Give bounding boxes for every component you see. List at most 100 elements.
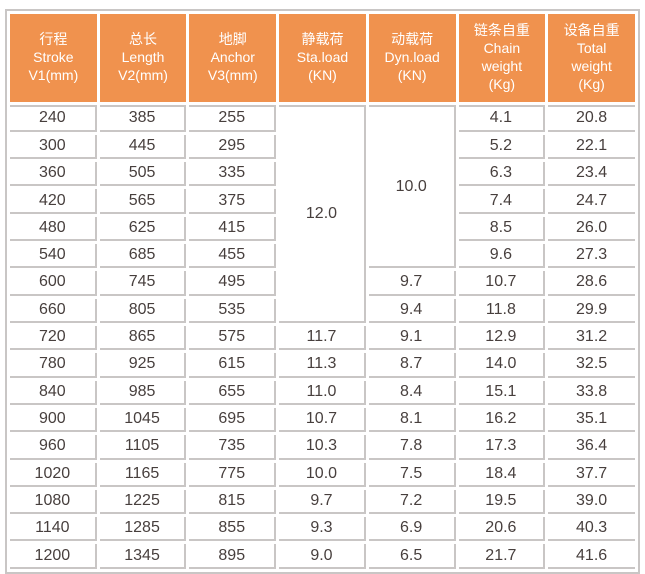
cell-total-weight: 24.7 — [548, 189, 635, 214]
cell-chain-weight: 21.7 — [458, 544, 546, 569]
header-label-line: 设备自重 — [563, 22, 620, 39]
header-label-line: 总长 — [129, 31, 158, 48]
cell-stroke: 720 — [10, 325, 97, 351]
cell-dyn-load: 9.4 — [368, 298, 456, 323]
cell-length: 805 — [99, 298, 187, 323]
cell-length: 505 — [99, 162, 187, 187]
header-label-line: V1(mm) — [28, 66, 79, 83]
cell-length: 1285 — [99, 517, 187, 542]
cell-dyn-load: 8.7 — [368, 353, 456, 378]
header-label-line: Sta.load — [296, 49, 349, 66]
column-header-sta-load: 静载荷 Sta.load (KN) — [279, 14, 366, 102]
table-row: 1080 1225 815 9.7 7.2 19.5 39.0 — [10, 489, 635, 515]
cell-sta-load: 9.7 — [279, 489, 366, 515]
cell-total-weight: 39.0 — [548, 489, 635, 515]
cell-stroke: 300 — [10, 134, 97, 160]
cell-sta-load: 11.3 — [279, 353, 366, 378]
table-row: 240 385 255 12.0 10.0 4.1 20.8 — [10, 105, 635, 323]
cell-anchor: 895 — [189, 544, 277, 569]
cell-length: 745 — [99, 271, 187, 296]
cell-anchor: 455 — [189, 244, 277, 269]
cell-total-weight: 35.1 — [548, 407, 635, 433]
cell-anchor: 535 — [189, 298, 277, 323]
cell-chain-weight: 19.5 — [458, 489, 546, 515]
table-row: 420 565 375 7.4 24.7 — [10, 189, 635, 214]
cell-anchor: 575 — [189, 325, 277, 351]
table-header: 行程 Stroke V1(mm) 总长 Length V2(mm) 地脚 Anchor V3(m… — [10, 14, 635, 102]
cell-total-weight: 29.9 — [548, 298, 635, 323]
cell-chain-weight: 4.1 — [458, 105, 546, 132]
table-body: 240 385 255 12.0 10.0 4.1 20.8 300 445 295 5.2 22.1… — [10, 105, 635, 569]
column-header-total-weight: 设备自重 Total weight (Kg) — [548, 14, 635, 102]
table-row: 780 925 615 11.3 8.7 14.0 32.5 — [10, 353, 635, 378]
cell-total-weight: 23.4 — [548, 162, 635, 187]
cell-total-weight: 41.6 — [548, 544, 635, 569]
cell-length: 865 — [99, 325, 187, 351]
cell-dyn-load: 7.8 — [368, 435, 456, 460]
cell-length: 985 — [99, 380, 187, 405]
header-label-line: Dyn.load — [384, 49, 440, 66]
cell-chain-weight: 10.7 — [458, 271, 546, 296]
cell-dyn-load: 6.5 — [368, 544, 456, 569]
table-row: 480 625 415 8.5 26.0 — [10, 216, 635, 241]
cell-dyn-load: 7.5 — [368, 462, 456, 487]
header-label-line: 静载荷 — [301, 31, 344, 48]
cell-anchor: 855 — [189, 517, 277, 542]
cell-stroke: 1200 — [10, 544, 97, 569]
cell-dyn-load: 9.7 — [368, 271, 456, 296]
header-label-line: Length — [121, 49, 165, 66]
header-label-line: Anchor — [210, 49, 255, 66]
column-header-length: 总长 Length V2(mm) — [99, 14, 187, 102]
cell-total-weight: 31.2 — [548, 325, 635, 351]
table-row: 900 1045 695 10.7 8.1 16.2 35.1 — [10, 407, 635, 433]
cell-chain-weight: 6.3 — [458, 162, 546, 187]
table-row: 600 745 495 9.7 10.7 28.6 — [10, 271, 635, 296]
cell-length: 1165 — [99, 462, 187, 487]
cell-dyn-load: 10.0 — [368, 105, 456, 269]
cell-chain-weight: 12.9 — [458, 325, 546, 351]
cell-dyn-load: 7.2 — [368, 489, 456, 515]
cell-sta-load: 9.3 — [279, 517, 366, 542]
cell-stroke: 600 — [10, 271, 97, 296]
table-row: 840 985 655 11.0 8.4 15.1 33.8 — [10, 380, 635, 405]
cell-dyn-load: 9.1 — [368, 325, 456, 351]
cell-dyn-load: 6.9 — [368, 517, 456, 542]
cell-sta-load: 10.3 — [279, 435, 366, 460]
cell-total-weight: 20.8 — [548, 105, 635, 132]
header-label-line: (KN) — [308, 66, 337, 83]
cell-total-weight: 22.1 — [548, 134, 635, 160]
header-label-line: weight — [481, 58, 523, 74]
cell-length: 565 — [99, 189, 187, 214]
cell-anchor: 735 — [189, 435, 277, 460]
cell-length: 1345 — [99, 544, 187, 569]
header-label-line: Stroke — [33, 49, 74, 66]
table-row: 720 865 575 11.7 9.1 12.9 31.2 — [10, 325, 635, 351]
cell-sta-load: 10.0 — [279, 462, 366, 487]
cell-total-weight: 33.8 — [548, 380, 635, 405]
header-row: 行程 Stroke V1(mm) 总长 Length V2(mm) 地脚 Anchor V3(m… — [10, 14, 635, 102]
header-label-line: 动载荷 — [391, 31, 434, 48]
cell-stroke: 1080 — [10, 489, 97, 515]
table-row: 660 805 535 9.4 11.8 29.9 — [10, 298, 635, 323]
table-frame: 行程 Stroke V1(mm) 总长 Length V2(mm) 地脚 Anchor V3(m… — [5, 9, 640, 574]
header-label-line: V3(mm) — [207, 66, 258, 83]
cell-stroke: 840 — [10, 380, 97, 405]
cell-stroke: 1020 — [10, 462, 97, 487]
cell-sta-load: 12.0 — [279, 105, 366, 323]
spec-table: 行程 Stroke V1(mm) 总长 Length V2(mm) 地脚 Anchor V3(m… — [7, 11, 638, 572]
cell-sta-load: 9.0 — [279, 544, 366, 569]
cell-length: 685 — [99, 244, 187, 269]
cell-chain-weight: 7.4 — [458, 189, 546, 214]
cell-stroke: 1140 — [10, 517, 97, 542]
table-row: 1140 1285 855 9.3 6.9 20.6 40.3 — [10, 517, 635, 542]
cell-total-weight: 26.0 — [548, 216, 635, 241]
header-label-line: 地脚 — [218, 31, 247, 48]
table-row: 360 505 335 6.3 23.4 — [10, 162, 635, 187]
cell-total-weight: 40.3 — [548, 517, 635, 542]
cell-anchor: 695 — [189, 407, 277, 433]
cell-length: 625 — [99, 216, 187, 241]
cell-stroke: 420 — [10, 189, 97, 214]
table-row: 960 1105 735 10.3 7.8 17.3 36.4 — [10, 435, 635, 460]
cell-total-weight: 37.7 — [548, 462, 635, 487]
